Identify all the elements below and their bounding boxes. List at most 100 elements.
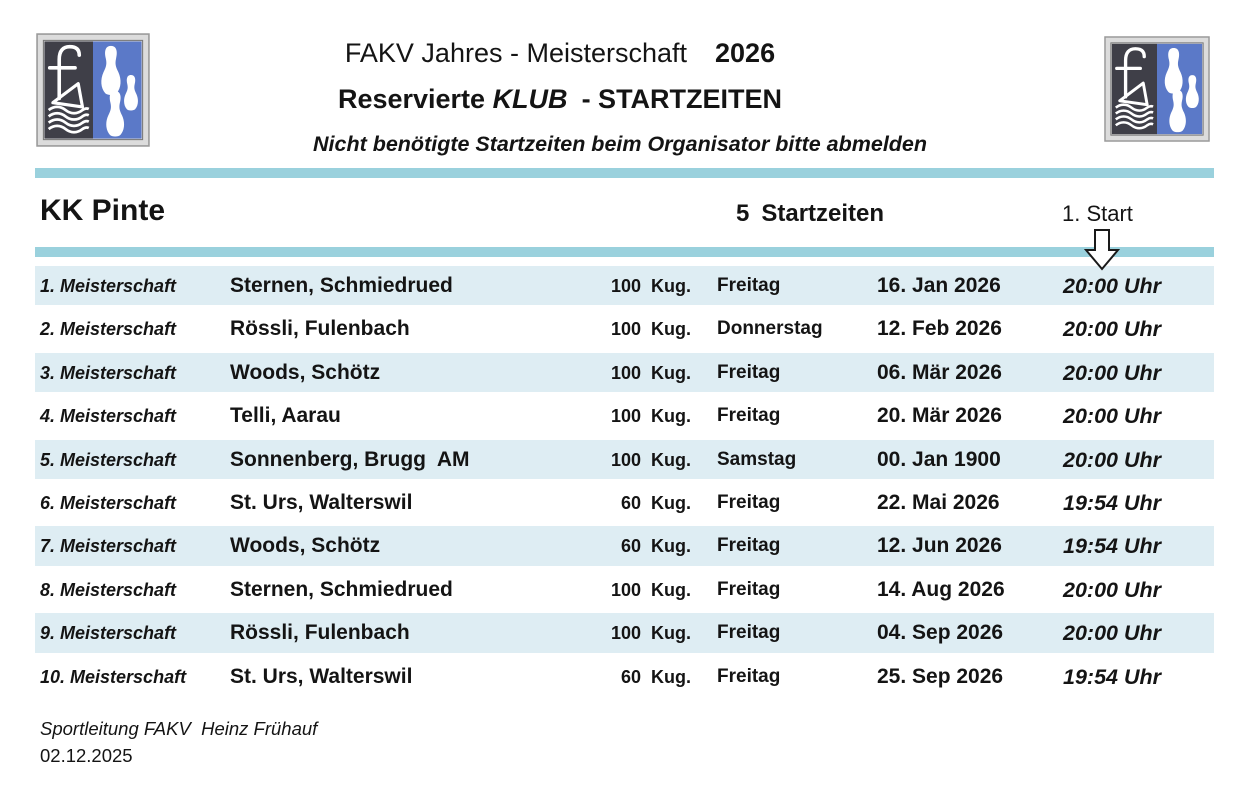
fakv-logo-right xyxy=(1104,36,1210,142)
table-row: 5. Meisterschaft Sonnenberg, Brugg AM 10… xyxy=(35,439,1214,483)
kugel-unit-cell: Kug. xyxy=(651,362,691,383)
kugel-unit-cell: Kug. xyxy=(651,276,691,296)
meisterschaft-label: 6. Meisterschaft xyxy=(40,492,177,513)
meisterschaft-label: 1. Meisterschaft xyxy=(40,276,177,296)
subtitle-reservierte: Reservierte xyxy=(337,84,493,114)
venue-cell: St. Urs, Walterswil xyxy=(230,490,413,514)
meisterschaft-label: 7. Meisterschaft xyxy=(40,536,177,557)
footer-date: 02.12.2025 xyxy=(40,745,133,766)
date-cell: 20. Mär 2026 xyxy=(877,404,1002,428)
subtitle-klub: KLUB xyxy=(492,84,568,114)
kugel-unit-cell: Kug. xyxy=(651,536,691,557)
kugel-unit-cell: Kug. xyxy=(651,492,691,513)
startzeiten-count: 5 xyxy=(736,200,750,227)
venue-cell: Woods, Schötz xyxy=(230,534,381,558)
club-name: KK Pinte xyxy=(40,194,166,227)
schedule-table: 1. Meisterschaft Sternen, Schmiedrued 10… xyxy=(35,266,1214,700)
meisterschaft-label: 4. Meisterschaft xyxy=(40,406,177,427)
table-row: 9. Meisterschaft Rössli, Fulenbach 100 K… xyxy=(35,613,1214,656)
down-arrow-icon xyxy=(1084,229,1120,271)
kugel-count-cell: 60 xyxy=(620,666,641,687)
weekday-cell: Freitag xyxy=(717,361,781,383)
kugel-unit-cell: Kug. xyxy=(651,406,691,427)
time-cell: 20:00 Uhr xyxy=(1063,360,1161,385)
kugel-unit-cell: Kug. xyxy=(651,319,691,340)
kugel-count-cell: 100 xyxy=(610,623,641,644)
startzeiten-summary: 5 Startzeiten xyxy=(736,200,884,228)
first-start-label: 1. Start xyxy=(1062,201,1133,226)
table-row: 7. Meisterschaft Woods, Schötz 60 Kug. F… xyxy=(35,526,1214,569)
date-cell: 00. Jan 1900 xyxy=(877,447,1001,471)
venue-cell: Rössli, Fulenbach xyxy=(230,317,410,341)
time-cell: 20:00 Uhr xyxy=(1063,274,1161,298)
table-row: 8. Meisterschaft Sternen, Schmiedrued 10… xyxy=(35,570,1214,613)
venue-cell: Sonnenberg, Brugg AM xyxy=(230,447,470,471)
logo-a-glyph xyxy=(1118,81,1149,107)
kugel-unit-cell: Kug. xyxy=(651,623,691,644)
kugel-count-cell: 100 xyxy=(610,362,641,383)
meisterschaft-label: 8. Meisterschaft xyxy=(40,579,177,600)
table-row: 4. Meisterschaft Telli, Aarau 100 Kug. F… xyxy=(35,396,1214,439)
weekday-cell: Donnerstag xyxy=(717,318,823,340)
time-cell: 20:00 Uhr xyxy=(1063,404,1161,429)
kugel-count-cell: 100 xyxy=(610,579,641,600)
time-cell: 19:54 Uhr xyxy=(1063,664,1161,689)
kugel-count-cell: 100 xyxy=(610,276,641,296)
weekday-cell: Freitag xyxy=(717,578,781,600)
date-cell: 12. Feb 2026 xyxy=(877,317,1002,341)
venue-cell: Sternen, Schmiedrued xyxy=(230,274,453,297)
document-title: FAKV Jahres - Meisterschaft 2026 xyxy=(230,38,890,69)
time-cell: 20:00 Uhr xyxy=(1063,577,1161,602)
venue-cell: Woods, Schötz xyxy=(230,360,381,384)
date-cell: 04. Sep 2026 xyxy=(877,621,1004,645)
venue-cell: St. Urs, Walterswil xyxy=(230,664,413,688)
meisterschaft-label: 2. Meisterschaft xyxy=(40,319,177,340)
date-cell: 12. Jun 2026 xyxy=(877,534,1002,558)
table-row: 1. Meisterschaft Sternen, Schmiedrued 10… xyxy=(35,266,1214,309)
table-row: 2. Meisterschaft Rössli, Fulenbach 100 K… xyxy=(35,309,1214,352)
document-note: Nicht benötigte Startzeiten beim Organis… xyxy=(312,132,928,156)
date-cell: 25. Sep 2026 xyxy=(877,664,1004,688)
kugel-count-cell: 100 xyxy=(610,449,641,470)
footer-sportleitung: Sportleitung FAKV Heinz Frühauf xyxy=(40,718,318,739)
date-cell: 06. Mär 2026 xyxy=(877,360,1002,384)
date-cell: 22. Mai 2026 xyxy=(877,490,1000,514)
kugel-unit-cell: Kug. xyxy=(651,666,691,687)
divider-bar-bottom xyxy=(35,247,1214,257)
weekday-cell: Samstag xyxy=(717,448,797,470)
startzeiten-label: Startzeiten xyxy=(761,200,885,227)
logo-bowling-pins xyxy=(101,45,138,137)
meisterschaft-label: 9. Meisterschaft xyxy=(40,623,177,644)
venue-cell: Telli, Aarau xyxy=(230,404,341,428)
table-row: 10. Meisterschaft St. Urs, Walterswil 60… xyxy=(35,657,1214,700)
time-cell: 20:00 Uhr xyxy=(1063,447,1161,472)
weekday-cell: Freitag xyxy=(717,275,781,296)
kugel-count-cell: 60 xyxy=(620,536,641,557)
time-cell: 19:54 Uhr xyxy=(1063,490,1161,515)
divider-bar-top xyxy=(35,168,1214,178)
venue-cell: Sternen, Schmiedrued xyxy=(230,577,453,601)
logo-waves xyxy=(47,105,90,134)
venue-cell: Rössli, Fulenbach xyxy=(230,621,410,645)
kugel-unit-cell: Kug. xyxy=(651,579,691,600)
title-year: 2026 xyxy=(715,38,776,68)
time-cell: 20:00 Uhr xyxy=(1063,621,1161,646)
weekday-cell: Freitag xyxy=(717,622,781,644)
meisterschaft-label: 10. Meisterschaft xyxy=(40,666,187,687)
subtitle-startzeiten: - STARTZEITEN xyxy=(581,84,783,114)
kugel-unit-cell: Kug. xyxy=(651,449,691,470)
kugel-count-cell: 100 xyxy=(610,406,641,427)
kugel-count-cell: 100 xyxy=(610,319,641,340)
weekday-cell: Freitag xyxy=(717,665,781,687)
fakv-logo-left xyxy=(36,33,150,147)
meisterschaft-label: 5. Meisterschaft xyxy=(40,449,177,470)
weekday-cell: Freitag xyxy=(717,535,781,557)
document-subtitle: Reservierte KLUB - STARTZEITEN xyxy=(230,84,890,115)
meisterschaft-label: 3. Meisterschaft xyxy=(40,362,177,383)
logo-a-glyph xyxy=(51,82,85,109)
date-cell: 16. Jan 2026 xyxy=(877,274,1001,297)
title-main: FAKV Jahres - Meisterschaft xyxy=(344,38,688,68)
time-cell: 20:00 Uhr xyxy=(1063,317,1161,342)
logo-bowling-pins xyxy=(1164,48,1199,133)
kugel-count-cell: 60 xyxy=(620,492,641,513)
